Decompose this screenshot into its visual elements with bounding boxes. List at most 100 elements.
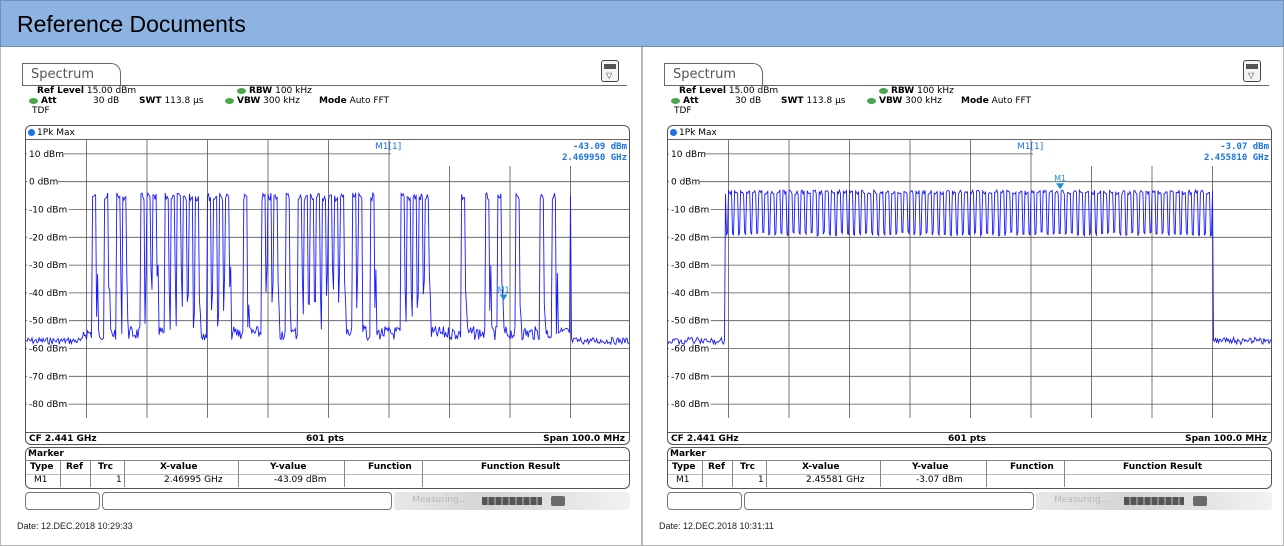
- frequency-span: Span 100.0 MHz: [1185, 434, 1267, 444]
- col-divider: [880, 461, 881, 487]
- marker-table-title: Marker: [28, 449, 64, 459]
- y-tick-label: -70 dBm: [29, 372, 67, 382]
- ref-level: Ref Level 15.00 dBm: [679, 86, 778, 96]
- marker-table-header: Type Ref Trc X-value Y-value Function Fu…: [26, 461, 629, 474]
- spectrum-trace: [26, 191, 629, 346]
- col-divider: [732, 461, 733, 487]
- status-message: [102, 492, 392, 510]
- spectrum-plot[interactable]: 1Pk Max 10 dBm 0 dBm -10 dBm -20 dBm -30 dBm…: [667, 125, 1272, 445]
- vbw: VBW 300 kHz: [867, 96, 942, 106]
- sweep-points: 601 pts: [948, 434, 987, 444]
- spectrum-trace-area[interactable]: 10 dBm 0 dBm -10 dBm -20 dBm -30 dBm -40 dBm -…: [26, 140, 630, 432]
- spectrum-panel-right: Spectrum ▽ Ref Level 15.00 dBm Att 30 dB…: [642, 47, 1284, 546]
- spectrum-trace-area[interactable]: 10 dBm 0 dBm -10 dBm -20 dBm -30 dBm -40 dBm -…: [668, 140, 1272, 432]
- trace-legend-label: 1Pk Max: [679, 128, 717, 138]
- vbw-value: 300 kHz: [263, 96, 300, 106]
- att-label: Att: [683, 96, 699, 106]
- col-divider: [986, 461, 987, 487]
- y-tick-label: -30 dBm: [671, 261, 709, 271]
- mode: Mode Auto FFT: [961, 96, 1031, 106]
- coupling-indicator-icon: [867, 97, 876, 104]
- col-y-value: Y-value: [912, 462, 949, 472]
- y-tick-label: 0 dBm: [671, 178, 700, 188]
- y-tick-label-bg: [27, 259, 69, 272]
- y-tick-label-bg: [669, 370, 711, 383]
- plot-footer: CF 2.441 GHz 601 pts Span 100.0 MHz: [26, 432, 629, 444]
- cell-x-value: 2.45581 GHz: [806, 475, 865, 485]
- col-x-value: X-value: [160, 462, 198, 472]
- mode-label: Mode: [319, 96, 347, 106]
- y-tick-label-bg: [27, 203, 69, 216]
- table-row[interactable]: M1 1 2.45581 GHz -3.07 dBm: [668, 474, 1271, 487]
- col-divider: [238, 461, 239, 487]
- tab-spectrum[interactable]: Spectrum: [22, 63, 121, 86]
- y-tick-label-bg: [669, 259, 711, 272]
- instrument-status-icon: [1193, 496, 1207, 506]
- menu-icon[interactable]: ▽: [601, 60, 619, 82]
- y-tick-label-bg: [669, 314, 711, 327]
- rbw-label: RBW: [249, 86, 273, 96]
- marker-icon[interactable]: [499, 294, 508, 301]
- section-header: Reference Documents: [0, 0, 1284, 47]
- y-tick-label: -10 dBm: [671, 206, 709, 216]
- att: Att: [29, 96, 57, 106]
- y-tick-label-bg: [27, 147, 64, 160]
- ref-level-value: 15.00 dBm: [86, 86, 137, 96]
- y-tick-label: -40 dBm: [29, 289, 67, 299]
- mode: Mode Auto FFT: [319, 96, 389, 106]
- spectrum-plot[interactable]: 1Pk Max 10 dBm 0 dBm -10 dBm -20 dBm -30 dBm…: [25, 125, 630, 445]
- cell-y-value: -3.07 dBm: [916, 475, 963, 485]
- marker-readout-level: -43.09 dBm: [573, 142, 628, 152]
- marker-icon[interactable]: [1056, 183, 1065, 190]
- marker-table-title: Marker: [670, 449, 706, 459]
- table-row[interactable]: M1 1 2.46995 GHz -43.09 dBm: [26, 474, 629, 487]
- col-divider: [766, 461, 767, 487]
- col-divider: [422, 461, 423, 487]
- menu-icon[interactable]: ▽: [1243, 60, 1261, 82]
- att: Att: [671, 96, 699, 106]
- marker-readout-bg: [1033, 140, 1271, 166]
- instrument-status-icon: [551, 496, 565, 506]
- rbw: RBW 100 kHz: [879, 86, 954, 96]
- y-tick-label-bg: [27, 175, 58, 188]
- swt: SWT 113.8 µs: [139, 96, 203, 106]
- status-segment: [667, 492, 742, 510]
- col-trc: Trc: [98, 462, 113, 472]
- date-stamp: Date: 12.DEC.2018 10:31:11: [659, 521, 774, 531]
- marker-table: Marker Type Ref Trc X-value Y-value Func…: [667, 447, 1272, 489]
- tab-spectrum[interactable]: Spectrum: [664, 63, 763, 86]
- marker-table-header: Type Ref Trc X-value Y-value Function Fu…: [668, 461, 1271, 474]
- y-tick-label-bg: [27, 370, 69, 383]
- col-ref: Ref: [66, 462, 83, 472]
- y-tick-label: -70 dBm: [671, 372, 709, 382]
- sweep-points: 601 pts: [306, 434, 345, 444]
- cell-type: M1: [676, 475, 690, 485]
- col-function: Function: [1010, 462, 1054, 472]
- spectrum-panel-left: Spectrum ▽ Ref Level 15.00 dBm Att 30 dB…: [0, 47, 642, 546]
- status-segment: [25, 492, 100, 510]
- marker-readout-level: -3.07 dBm: [1220, 142, 1269, 152]
- y-tick-label: -20 dBm: [671, 233, 709, 243]
- col-divider: [1064, 461, 1065, 487]
- y-tick-label: 0 dBm: [29, 178, 58, 188]
- tdf-label: TDF: [32, 106, 50, 116]
- swt-value: 113.8 µs: [164, 96, 204, 106]
- marker-readout-label: M1[1]: [1017, 142, 1043, 152]
- spectrum-trace: [668, 188, 1271, 346]
- marker-table: Marker Type Ref Trc X-value Y-value Func…: [25, 447, 630, 489]
- progress-bar: [482, 497, 542, 505]
- y-tick-label: 10 dBm: [29, 150, 64, 160]
- marker-label: M1: [1054, 174, 1066, 183]
- legend-separator: [668, 139, 1271, 140]
- col-y-value: Y-value: [270, 462, 307, 472]
- col-divider: [702, 461, 703, 487]
- mode-value: Auto FFT: [991, 96, 1032, 106]
- swt: SWT 113.8 µs: [781, 96, 845, 106]
- marker-table-rule: [26, 460, 629, 461]
- y-tick-label: -50 dBm: [29, 317, 67, 327]
- att-value: 30 dB: [735, 96, 762, 106]
- cell-y-value: -43.09 dBm: [274, 475, 327, 485]
- trace-indicator-icon: [28, 129, 35, 136]
- y-tick-label-bg: [27, 398, 69, 411]
- col-function-result: Function Result: [481, 462, 561, 472]
